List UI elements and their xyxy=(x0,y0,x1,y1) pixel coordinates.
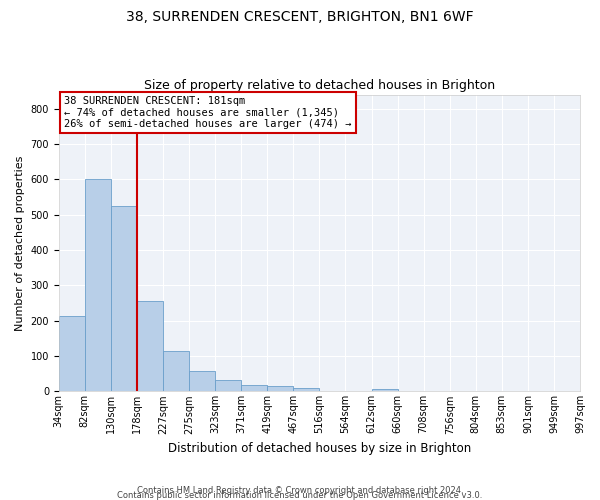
Y-axis label: Number of detached properties: Number of detached properties xyxy=(15,156,25,330)
Bar xyxy=(293,388,319,392)
Bar xyxy=(371,388,398,392)
Bar xyxy=(163,351,189,392)
Text: Contains HM Land Registry data © Crown copyright and database right 2024.: Contains HM Land Registry data © Crown c… xyxy=(137,486,463,495)
Bar xyxy=(189,371,215,392)
Bar xyxy=(111,206,137,392)
Text: 38, SURRENDEN CRESCENT, BRIGHTON, BN1 6WF: 38, SURRENDEN CRESCENT, BRIGHTON, BN1 6W… xyxy=(126,10,474,24)
Text: 38 SURRENDEN CRESCENT: 181sqm
← 74% of detached houses are smaller (1,345)
26% o: 38 SURRENDEN CRESCENT: 181sqm ← 74% of d… xyxy=(64,96,352,129)
Bar xyxy=(137,302,163,392)
Title: Size of property relative to detached houses in Brighton: Size of property relative to detached ho… xyxy=(144,79,495,92)
Bar xyxy=(85,180,111,392)
Bar xyxy=(59,316,85,392)
Text: Contains public sector information licensed under the Open Government Licence v3: Contains public sector information licen… xyxy=(118,490,482,500)
X-axis label: Distribution of detached houses by size in Brighton: Distribution of detached houses by size … xyxy=(168,442,471,455)
Bar xyxy=(267,386,293,392)
Bar xyxy=(241,385,267,392)
Bar xyxy=(215,380,241,392)
